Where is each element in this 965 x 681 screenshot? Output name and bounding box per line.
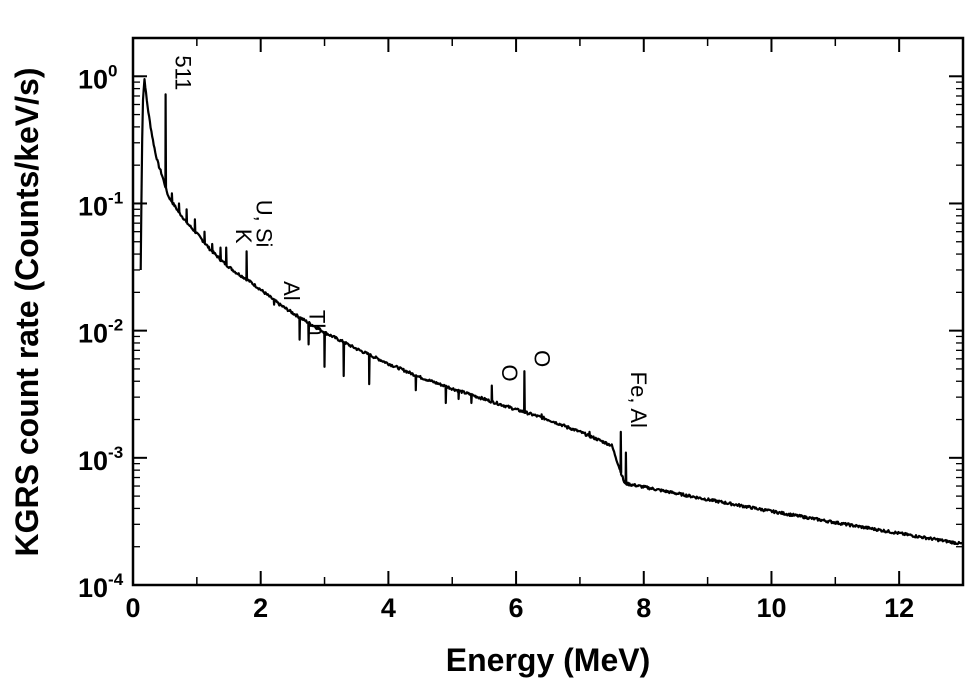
- peak-label: O: [529, 350, 554, 367]
- y-tick-label: 10-2: [78, 316, 123, 349]
- x-tick-label: 12: [884, 593, 914, 623]
- peak-label: Al: [279, 281, 304, 301]
- y-tick-label: 10-3: [78, 443, 123, 476]
- y-tick-base: 10: [78, 191, 108, 221]
- y-tick-base: 10: [78, 64, 108, 94]
- y-tick-label: 10-4: [78, 570, 124, 603]
- y-tick-exponent: -1: [108, 188, 123, 207]
- x-tick-label: 2: [253, 593, 268, 623]
- y-tick-base: 10: [78, 573, 108, 603]
- peak-label: U, Si: [252, 200, 277, 248]
- peak-label: Fe, Al: [626, 372, 651, 428]
- y-tick-exponent: -4: [108, 570, 124, 589]
- y-tick-label: 100: [78, 61, 118, 94]
- x-axis-title: Energy (MeV): [446, 642, 650, 678]
- x-tick-label: 10: [756, 593, 786, 623]
- y-tick-exponent: 0: [108, 61, 117, 80]
- peak-label: O: [497, 364, 522, 381]
- spectrum-line: [139, 78, 964, 546]
- y-tick-base: 10: [78, 319, 108, 349]
- x-tick-labels: 0 2 4 6 8 10 12: [125, 593, 914, 623]
- y-tick-exponent: -2: [108, 316, 123, 335]
- plot-frame: [131, 36, 965, 587]
- x-tick-label: 6: [509, 593, 524, 623]
- y-tick-exponent: -3: [108, 443, 123, 462]
- x-tick-label: 4: [381, 593, 396, 623]
- peak-label: Th: [305, 310, 330, 336]
- plot-ticks: [132, 37, 963, 586]
- y-tick-base: 10: [78, 446, 108, 476]
- y-tick-label: 10-1: [78, 188, 123, 221]
- peak-label: K: [231, 229, 256, 244]
- x-tick-label: 0: [125, 593, 140, 623]
- peak-label: 511: [171, 55, 196, 90]
- x-tick-label: 8: [636, 593, 651, 623]
- y-axis-title: KGRS count rate (Counts/keV/s): [9, 68, 45, 557]
